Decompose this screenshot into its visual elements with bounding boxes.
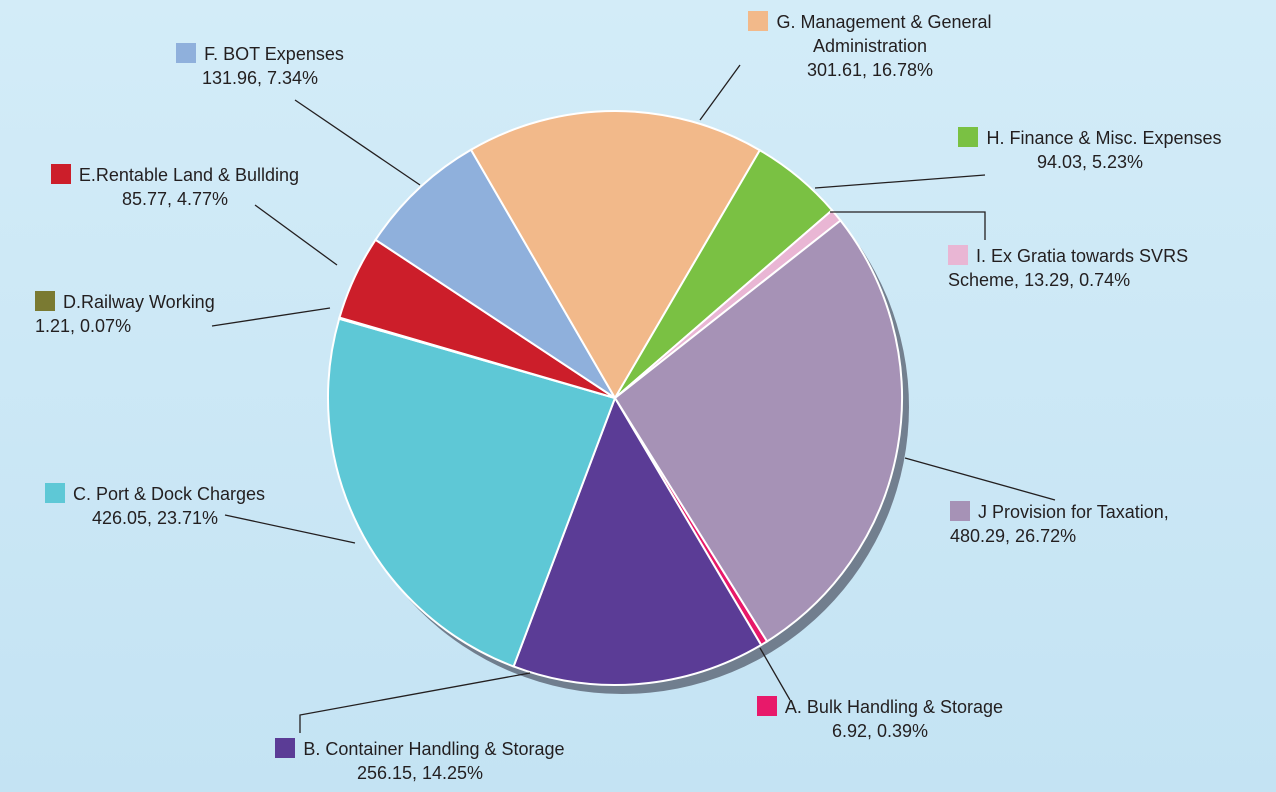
slice-label: J Provision for Taxation, 480.29, 26.72%: [950, 500, 1210, 548]
value-label: 1.21, 0.07%: [35, 316, 132, 336]
legend-swatch: [748, 11, 769, 31]
category-label: G. Management & General Administration: [776, 12, 992, 56]
category-label: I. Ex Gratia towards SVRS Scheme,: [948, 246, 1189, 290]
leader-line: [904, 457, 1056, 501]
value-label: 256.15, 14.25%: [356, 763, 484, 783]
value-label: 13.29, 0.74%: [1024, 270, 1131, 290]
leader-line: [830, 211, 986, 240]
legend-swatch: [958, 127, 979, 147]
pie-slice: [613, 219, 903, 643]
legend-swatch: [50, 164, 71, 184]
leader-line: [299, 672, 531, 733]
leader-line: [759, 647, 791, 701]
value-label: 131.96, 7.34%: [201, 68, 319, 88]
slice-label: D.Railway Working 1.21, 0.07%: [35, 290, 235, 338]
leader-line: [211, 307, 331, 327]
legend-swatch: [176, 43, 197, 63]
pie-slice: [374, 148, 616, 399]
legend-swatch: [35, 291, 55, 311]
slice-label: B. Container Handling & Storage 256.15, 1…: [255, 737, 585, 785]
legend-swatch: [275, 738, 296, 758]
pie-slice: [327, 317, 617, 668]
category-label: E.Rentable Land & Bullding: [78, 165, 300, 185]
legend-swatch: [44, 483, 65, 503]
category-label: D.Railway Working: [63, 292, 215, 312]
slice-label: A. Bulk Handling & Storage 6.92, 0.39%: [730, 695, 1030, 743]
value-label: 85.77, 4.77%: [121, 189, 229, 209]
slice-label: I. Ex Gratia towards SVRS Scheme, 13.29,…: [948, 244, 1248, 292]
category-label: B. Container Handling & Storage: [303, 739, 565, 759]
value-label: 426.05, 23.71%: [91, 508, 219, 528]
leader-line: [224, 514, 356, 544]
category-label: H. Finance & Misc. Expenses: [986, 128, 1222, 148]
value-label: 480.29, 26.72%: [950, 526, 1077, 546]
leader-line: [814, 174, 986, 189]
leader-line: [294, 99, 421, 186]
category-label: J Provision for Taxation,: [978, 502, 1169, 522]
slice-label: G. Management & General Administration 30…: [705, 10, 1035, 82]
value-label: 6.92, 0.39%: [831, 721, 929, 741]
category-label: A. Bulk Handling & Storage: [784, 697, 1004, 717]
legend-swatch: [950, 501, 970, 521]
legend-swatch: [756, 696, 777, 716]
slice-label: F. BOT Expenses 131.96, 7.34%: [145, 42, 375, 90]
leader-line: [254, 204, 338, 266]
leader-line: [699, 64, 741, 121]
category-label: F. BOT Expenses: [204, 44, 344, 64]
category-label: C. Port & Dock Charges: [72, 484, 266, 504]
slice-label: C. Port & Dock Charges 426.05, 23.71%: [10, 482, 300, 530]
slice-label: E.Rentable Land & Bullding 85.77, 4.77%: [25, 163, 325, 211]
legend-swatch: [948, 245, 968, 265]
value-label: 94.03, 5.23%: [1036, 152, 1144, 172]
pie-slice: [469, 110, 762, 400]
slice-label: H. Finance & Misc. Expenses 94.03, 5.23%: [935, 126, 1245, 174]
value-label: 301.61, 16.78%: [806, 60, 934, 80]
pie-slice: [512, 395, 763, 686]
